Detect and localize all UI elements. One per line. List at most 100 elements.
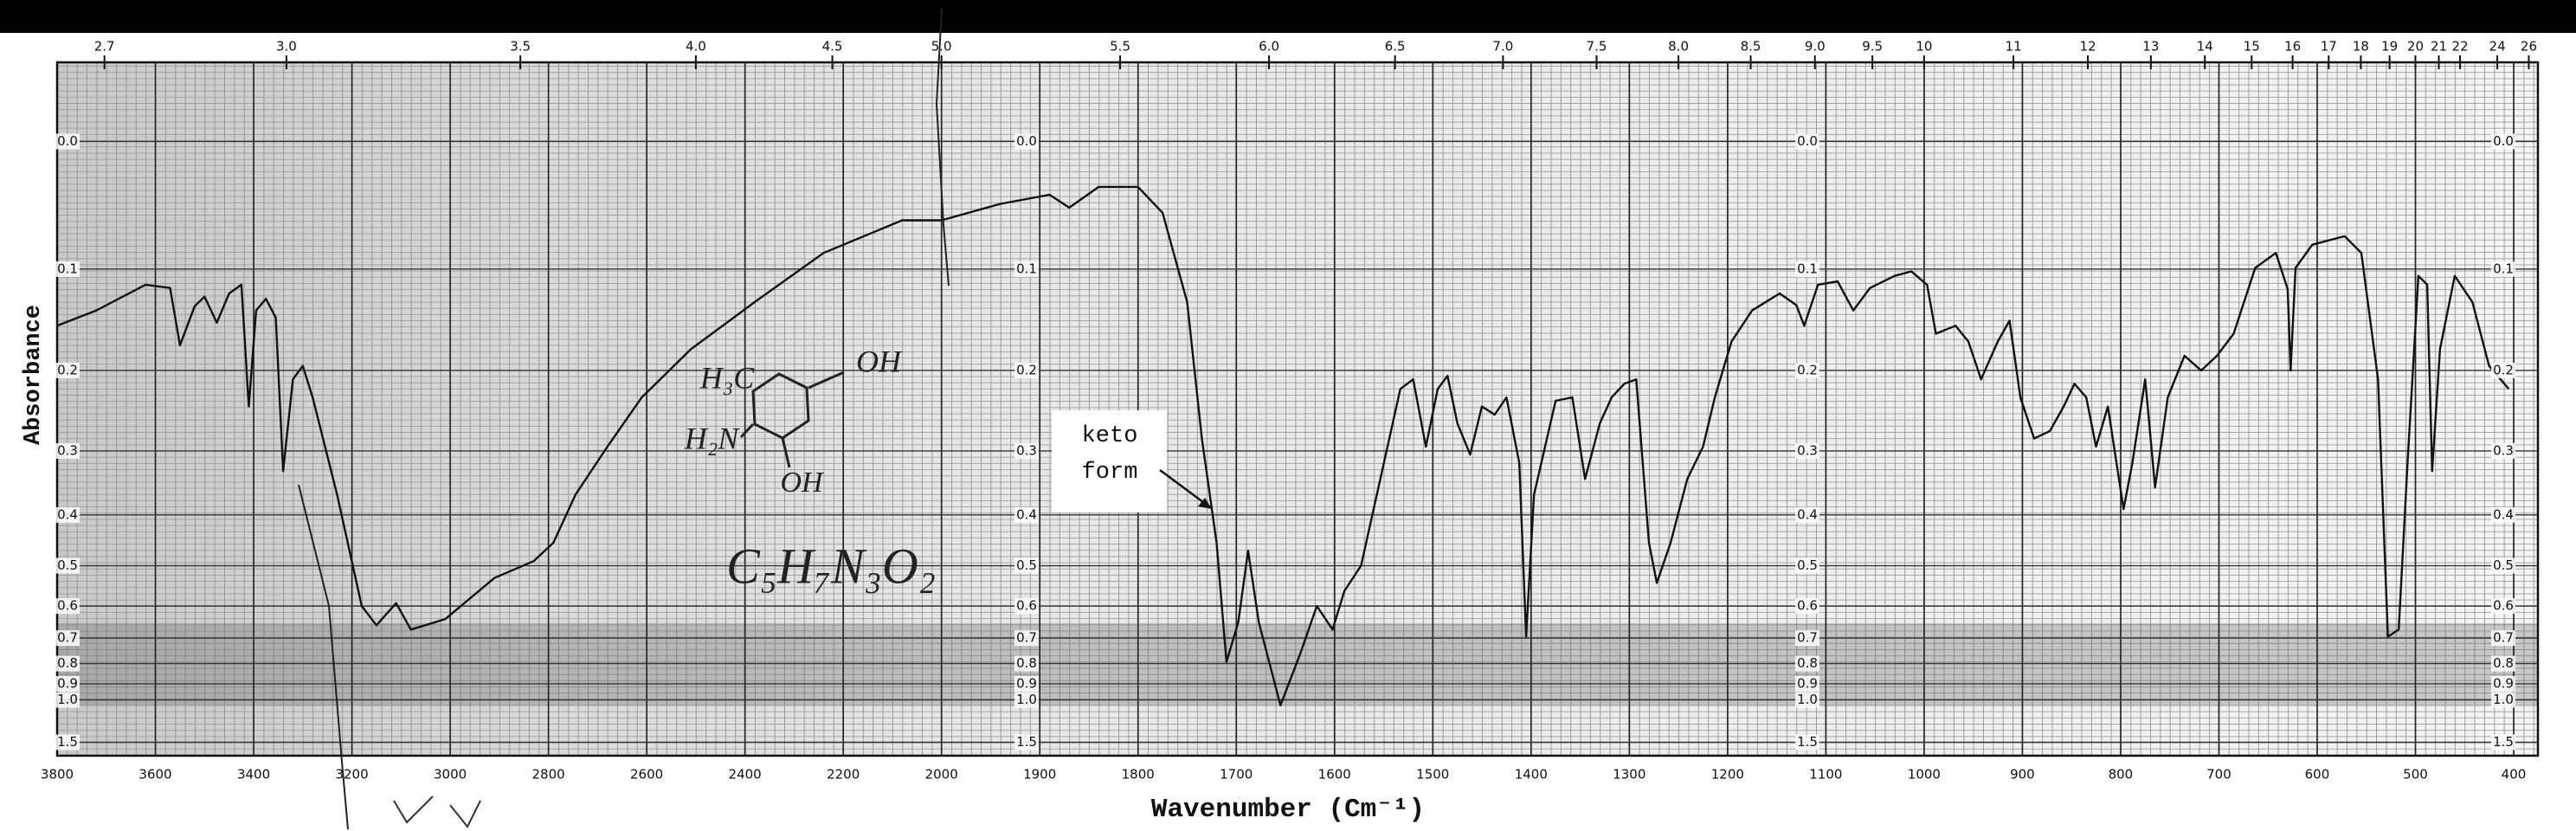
pen-stroke (393, 796, 481, 828)
x2-tick-label: 4.0 (686, 39, 706, 55)
keto-annotation: keto form (1052, 410, 1212, 512)
x2-tick-label: 9.5 (1862, 39, 1883, 55)
y-tick-box (1795, 598, 1819, 615)
x2-tick-label: 20 (2407, 39, 2424, 55)
bond-sketch (808, 370, 845, 390)
y-tick-box (1795, 442, 1819, 459)
y-tick-box (1795, 675, 1819, 692)
x-tick-label: 900 (2010, 767, 2035, 783)
y-tick-box (55, 598, 80, 615)
handwritten-label: OH (856, 344, 903, 378)
y-tick-label: 1.5 (57, 734, 78, 750)
y-tick-label: 0.8 (1016, 655, 1037, 671)
y-tick-box (55, 506, 80, 523)
y-tick-box (1795, 692, 1819, 708)
x-tick-label: 2400 (729, 767, 762, 783)
x2-tick-label: 4.5 (822, 39, 843, 55)
plot-frame (55, 61, 2540, 757)
y-tick-label: 0.5 (1797, 557, 1818, 573)
x2-tick-label: 15 (2244, 39, 2260, 55)
y-tick-box (55, 133, 80, 150)
y-tick-label: 0.3 (1797, 442, 1818, 458)
handwritten-structure: H₃C OH H₂N OH C₅H₇N₃O₂ (684, 344, 936, 594)
y-tick-label: 0.2 (57, 362, 78, 377)
y-tick-label: 0.1 (2493, 261, 2514, 276)
y-tick-box (2491, 630, 2515, 647)
y-tick-label: 0.3 (2493, 442, 2514, 458)
curve-layer (56, 185, 2510, 706)
y-tick-box (1014, 598, 1039, 615)
x-tick-label: 600 (2305, 767, 2330, 783)
annotation-text: keto (1082, 423, 1138, 449)
x2-tick-label: 19 (2381, 39, 2398, 55)
x-tick-label: 1600 (1318, 767, 1351, 783)
x2-tick-label: 5.5 (1110, 39, 1130, 55)
x2-tick-label: 3.5 (510, 39, 531, 55)
y-tick-box (1795, 261, 1819, 277)
x2-tick-label: 9.0 (1805, 39, 1826, 55)
x2-tick-label: 14 (2197, 39, 2213, 55)
y-tick-box (55, 557, 80, 574)
x-tick-label: 2800 (532, 767, 565, 783)
y-tick-label: 0.0 (57, 133, 78, 149)
x2-tick-label: 17 (2321, 39, 2337, 55)
minor-grid-horizontal (57, 62, 2538, 756)
y-tick-box (2491, 362, 2515, 378)
x2-tick-label: 6.5 (1385, 39, 1406, 55)
y-tick-box (1014, 630, 1039, 647)
y-tick-label: 0.1 (1016, 261, 1037, 276)
x-tick-label: 3800 (41, 767, 74, 783)
y-tick-box (1795, 630, 1819, 647)
x2-tick-label: 2.7 (94, 39, 115, 55)
y-tick-box (1014, 261, 1039, 277)
pen-stroke (298, 484, 349, 830)
y-tick-label: 0.5 (57, 557, 78, 573)
y-tick-box (1014, 734, 1039, 750)
x2-tick-label: 24 (2489, 39, 2506, 55)
y-tick-box (1795, 655, 1819, 672)
x-tick-label: 1000 (1908, 767, 1941, 783)
y-tick-label: 0.0 (1797, 133, 1818, 149)
x2-tick-label: 22 (2452, 39, 2469, 55)
y-tick-box (1795, 557, 1819, 574)
x2-tick-label: 10 (1916, 39, 1932, 55)
y-axis-title: Absorbance (21, 305, 47, 445)
handwritten-label: OH (780, 467, 825, 499)
y-tick-label: 0.8 (2493, 655, 2514, 671)
x2-tick-label: 18 (2353, 39, 2369, 55)
y-tick-label: 1.5 (2493, 734, 2514, 750)
y-tick-box (2491, 734, 2515, 750)
y-tick-box (2491, 261, 2515, 277)
x-tick-label: 400 (2502, 767, 2527, 783)
y-tick-box (55, 655, 80, 672)
y-tick-box (1014, 692, 1039, 708)
x-tick-label: 2600 (630, 767, 663, 783)
x2-tick-label: 7.0 (1492, 39, 1513, 55)
x2-tick-label: 6.0 (1259, 39, 1279, 55)
y-tick-box (2491, 598, 2515, 615)
y-tick-box (2491, 133, 2515, 150)
x2-tick-label: 8.0 (1668, 39, 1689, 55)
y-tick-label: 0.8 (57, 655, 78, 671)
y-tick-label: 0.7 (1016, 630, 1037, 646)
y-tick-box (1795, 133, 1819, 150)
y-tick-label: 0.7 (1797, 630, 1818, 646)
x2-tick-label: 16 (2284, 39, 2301, 55)
x-tick-label: 3400 (237, 767, 270, 783)
x-tick-label: 700 (2206, 767, 2231, 783)
y-tick-label: 0.2 (1797, 362, 1818, 377)
y-tick-box (1014, 442, 1039, 459)
x-tick-label: 1100 (1809, 767, 1842, 783)
x-tick-label: 500 (2403, 767, 2428, 783)
pen-stroke (935, 8, 950, 287)
y-tick-label: 0.2 (2493, 362, 2514, 377)
y-tick-box (55, 630, 80, 647)
y-tick-box (1795, 362, 1819, 378)
y-tick-box (1014, 557, 1039, 574)
y-tick-label: 1.0 (1797, 692, 1818, 707)
y-tick-label: 0.5 (1016, 557, 1037, 573)
x2-tick-label: 26 (2521, 39, 2537, 55)
y-tick-label: 1.0 (1016, 692, 1037, 707)
y-tick-box (1014, 133, 1039, 150)
